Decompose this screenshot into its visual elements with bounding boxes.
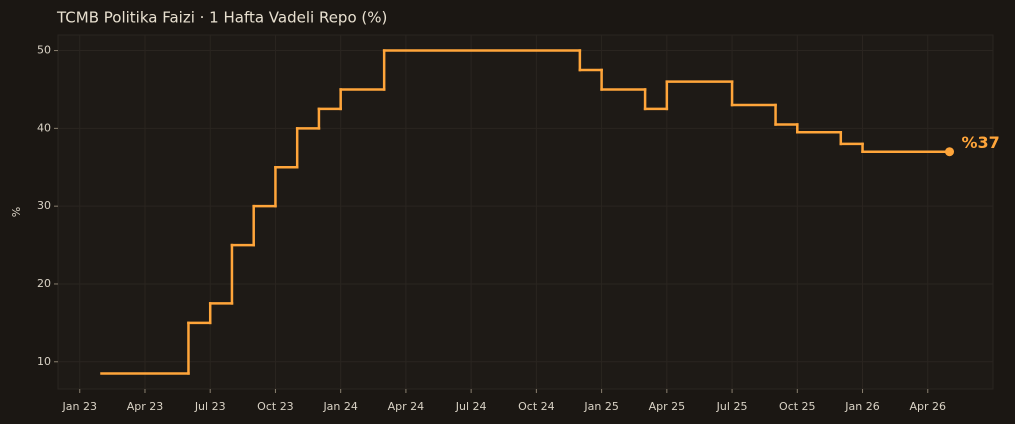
x-tick-label: Oct 24 <box>518 400 555 413</box>
x-tick-label: Apr 25 <box>649 400 686 413</box>
y-axis-label: % <box>10 207 23 217</box>
x-tick-label: Jul 25 <box>716 400 748 413</box>
x-tick-label: Apr 26 <box>910 400 947 413</box>
chart-title: TCMB Politika Faizi · 1 Hafta Vadeli Rep… <box>56 9 387 27</box>
x-tick-label: Oct 23 <box>257 400 294 413</box>
value-label: %37 <box>962 133 1000 152</box>
y-tick-label: 50 <box>37 44 51 57</box>
x-tick-label: Jan 25 <box>583 400 618 413</box>
x-tick-label: Jul 24 <box>455 400 487 413</box>
x-tick-label: Jan 26 <box>844 400 879 413</box>
y-tick-label: 30 <box>37 199 51 212</box>
x-tick-label: Jan 24 <box>322 400 357 413</box>
x-tick-label: Apr 23 <box>127 400 164 413</box>
end-marker <box>945 147 955 157</box>
y-tick-label: 40 <box>37 121 51 134</box>
x-tick-label: Oct 25 <box>779 400 816 413</box>
plot-area <box>57 34 994 390</box>
x-tick-label: Apr 24 <box>388 400 425 413</box>
x-tick-label: Jul 23 <box>194 400 226 413</box>
x-tick-label: Jan 23 <box>62 400 97 413</box>
y-tick-label: 10 <box>37 355 51 368</box>
y-tick-label: 20 <box>37 277 51 290</box>
